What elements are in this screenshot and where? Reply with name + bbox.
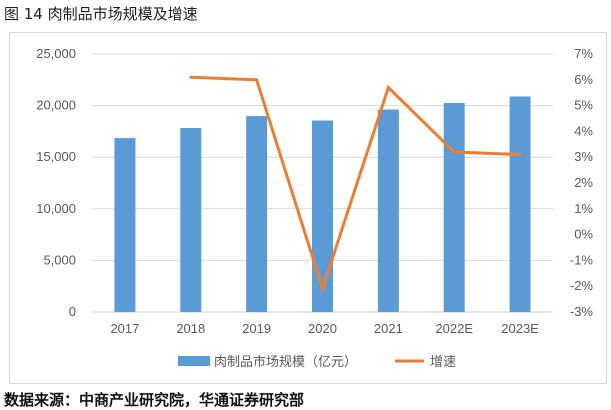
right-tick-label: -2% [570, 278, 594, 293]
x-tick-label: 2020 [308, 321, 337, 336]
right-tick-label: 1% [574, 201, 593, 216]
x-tick-label: 2021 [374, 321, 403, 336]
right-tick-label: 5% [574, 98, 593, 113]
bar [312, 120, 333, 313]
right-tick-label: 0% [574, 227, 593, 242]
left-axis: 0 5,000 10,000 15,000 20,000 25,000 [36, 46, 76, 319]
left-tick-label: 25,000 [36, 46, 76, 61]
x-tick-label: 2017 [110, 321, 139, 336]
legend-swatch-bar [178, 356, 210, 366]
growth-point [189, 75, 193, 79]
bar [377, 109, 399, 312]
growth-point [452, 150, 456, 154]
legend-label-bar: 肉制品市场规模（亿元） [214, 354, 357, 370]
legend: 肉制品市场规模（亿元） 增速 [178, 354, 456, 370]
x-tick-label: 2019 [242, 321, 271, 336]
legend-label-line: 增速 [430, 355, 456, 370]
x-axis: 2017 2018 2019 2020 2021 2022E 2023E [110, 321, 539, 336]
left-tick-label: 5,000 [43, 252, 76, 267]
x-tick-label: 2018 [176, 321, 205, 336]
growth-point [321, 287, 324, 291]
right-tick-label: 3% [574, 149, 593, 164]
bar [180, 127, 202, 312]
source-note: 数据来源：中商产业研究院，华通证券研究部 [4, 391, 305, 409]
left-tick-label: 10,000 [36, 201, 76, 216]
right-tick-label: -1% [570, 252, 594, 267]
growth-line [190, 75, 521, 294]
bar [509, 96, 531, 312]
right-tick-label: -3% [570, 304, 594, 319]
x-tick-label: 2022E [435, 321, 473, 336]
right-tick-label: 6% [574, 72, 593, 87]
bar-series [114, 96, 531, 313]
right-axis: -3% -2% -1% 0% 1% 2% 3% 4% 5% 6% 7% [570, 46, 594, 319]
x-tick-label: 2023E [501, 321, 539, 336]
left-tick-label: 15,000 [36, 149, 76, 164]
growth-line-series [189, 75, 522, 294]
bar [246, 116, 268, 312]
chart-frame [9, 32, 607, 384]
right-tick-label: 7% [574, 46, 593, 61]
left-tick-label: 20,000 [36, 98, 76, 113]
right-tick-label: 2% [574, 175, 593, 190]
left-tick-label: 0 [69, 304, 76, 319]
figure-title: 图 14 肉制品市场规模及增速 [4, 5, 198, 23]
right-tick-label: 4% [574, 123, 593, 138]
growth-point [386, 86, 390, 90]
growth-point [518, 153, 522, 157]
growth-point [255, 78, 259, 82]
bar [114, 138, 136, 312]
bar [443, 103, 465, 313]
